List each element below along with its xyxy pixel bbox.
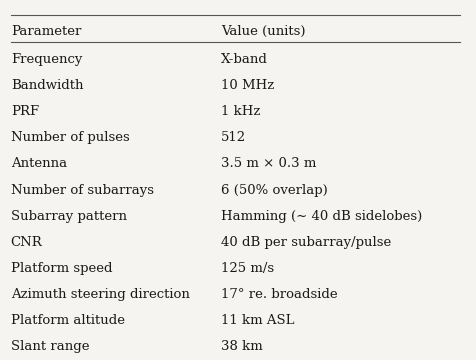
Text: Slant range: Slant range bbox=[11, 340, 89, 353]
Text: Value (units): Value (units) bbox=[221, 24, 306, 37]
Text: 125 m/s: 125 m/s bbox=[221, 262, 274, 275]
Text: Bandwidth: Bandwidth bbox=[11, 79, 83, 92]
Text: 38 km: 38 km bbox=[221, 340, 263, 353]
Text: 6 (50% overlap): 6 (50% overlap) bbox=[221, 184, 328, 197]
Text: Subarray pattern: Subarray pattern bbox=[11, 210, 127, 222]
Text: 512: 512 bbox=[221, 131, 246, 144]
Text: 10 MHz: 10 MHz bbox=[221, 79, 274, 92]
Text: 17° re. broadside: 17° re. broadside bbox=[221, 288, 338, 301]
Text: Antenna: Antenna bbox=[11, 157, 67, 171]
Text: X-band: X-band bbox=[221, 53, 268, 66]
Text: 3.5 m × 0.3 m: 3.5 m × 0.3 m bbox=[221, 157, 317, 171]
Text: CNR: CNR bbox=[11, 236, 42, 249]
Text: Azimuth steering direction: Azimuth steering direction bbox=[11, 288, 189, 301]
Text: 11 km ASL: 11 km ASL bbox=[221, 314, 295, 327]
Text: PRF: PRF bbox=[11, 105, 39, 118]
Text: Number of subarrays: Number of subarrays bbox=[11, 184, 154, 197]
Text: Parameter: Parameter bbox=[11, 24, 81, 37]
Text: Platform speed: Platform speed bbox=[11, 262, 112, 275]
Text: Hamming (∼ 40 dB sidelobes): Hamming (∼ 40 dB sidelobes) bbox=[221, 210, 422, 222]
Text: Frequency: Frequency bbox=[11, 53, 82, 66]
Text: Number of pulses: Number of pulses bbox=[11, 131, 129, 144]
Text: Platform altitude: Platform altitude bbox=[11, 314, 125, 327]
Text: 1 kHz: 1 kHz bbox=[221, 105, 260, 118]
Text: 40 dB per subarray/pulse: 40 dB per subarray/pulse bbox=[221, 236, 391, 249]
